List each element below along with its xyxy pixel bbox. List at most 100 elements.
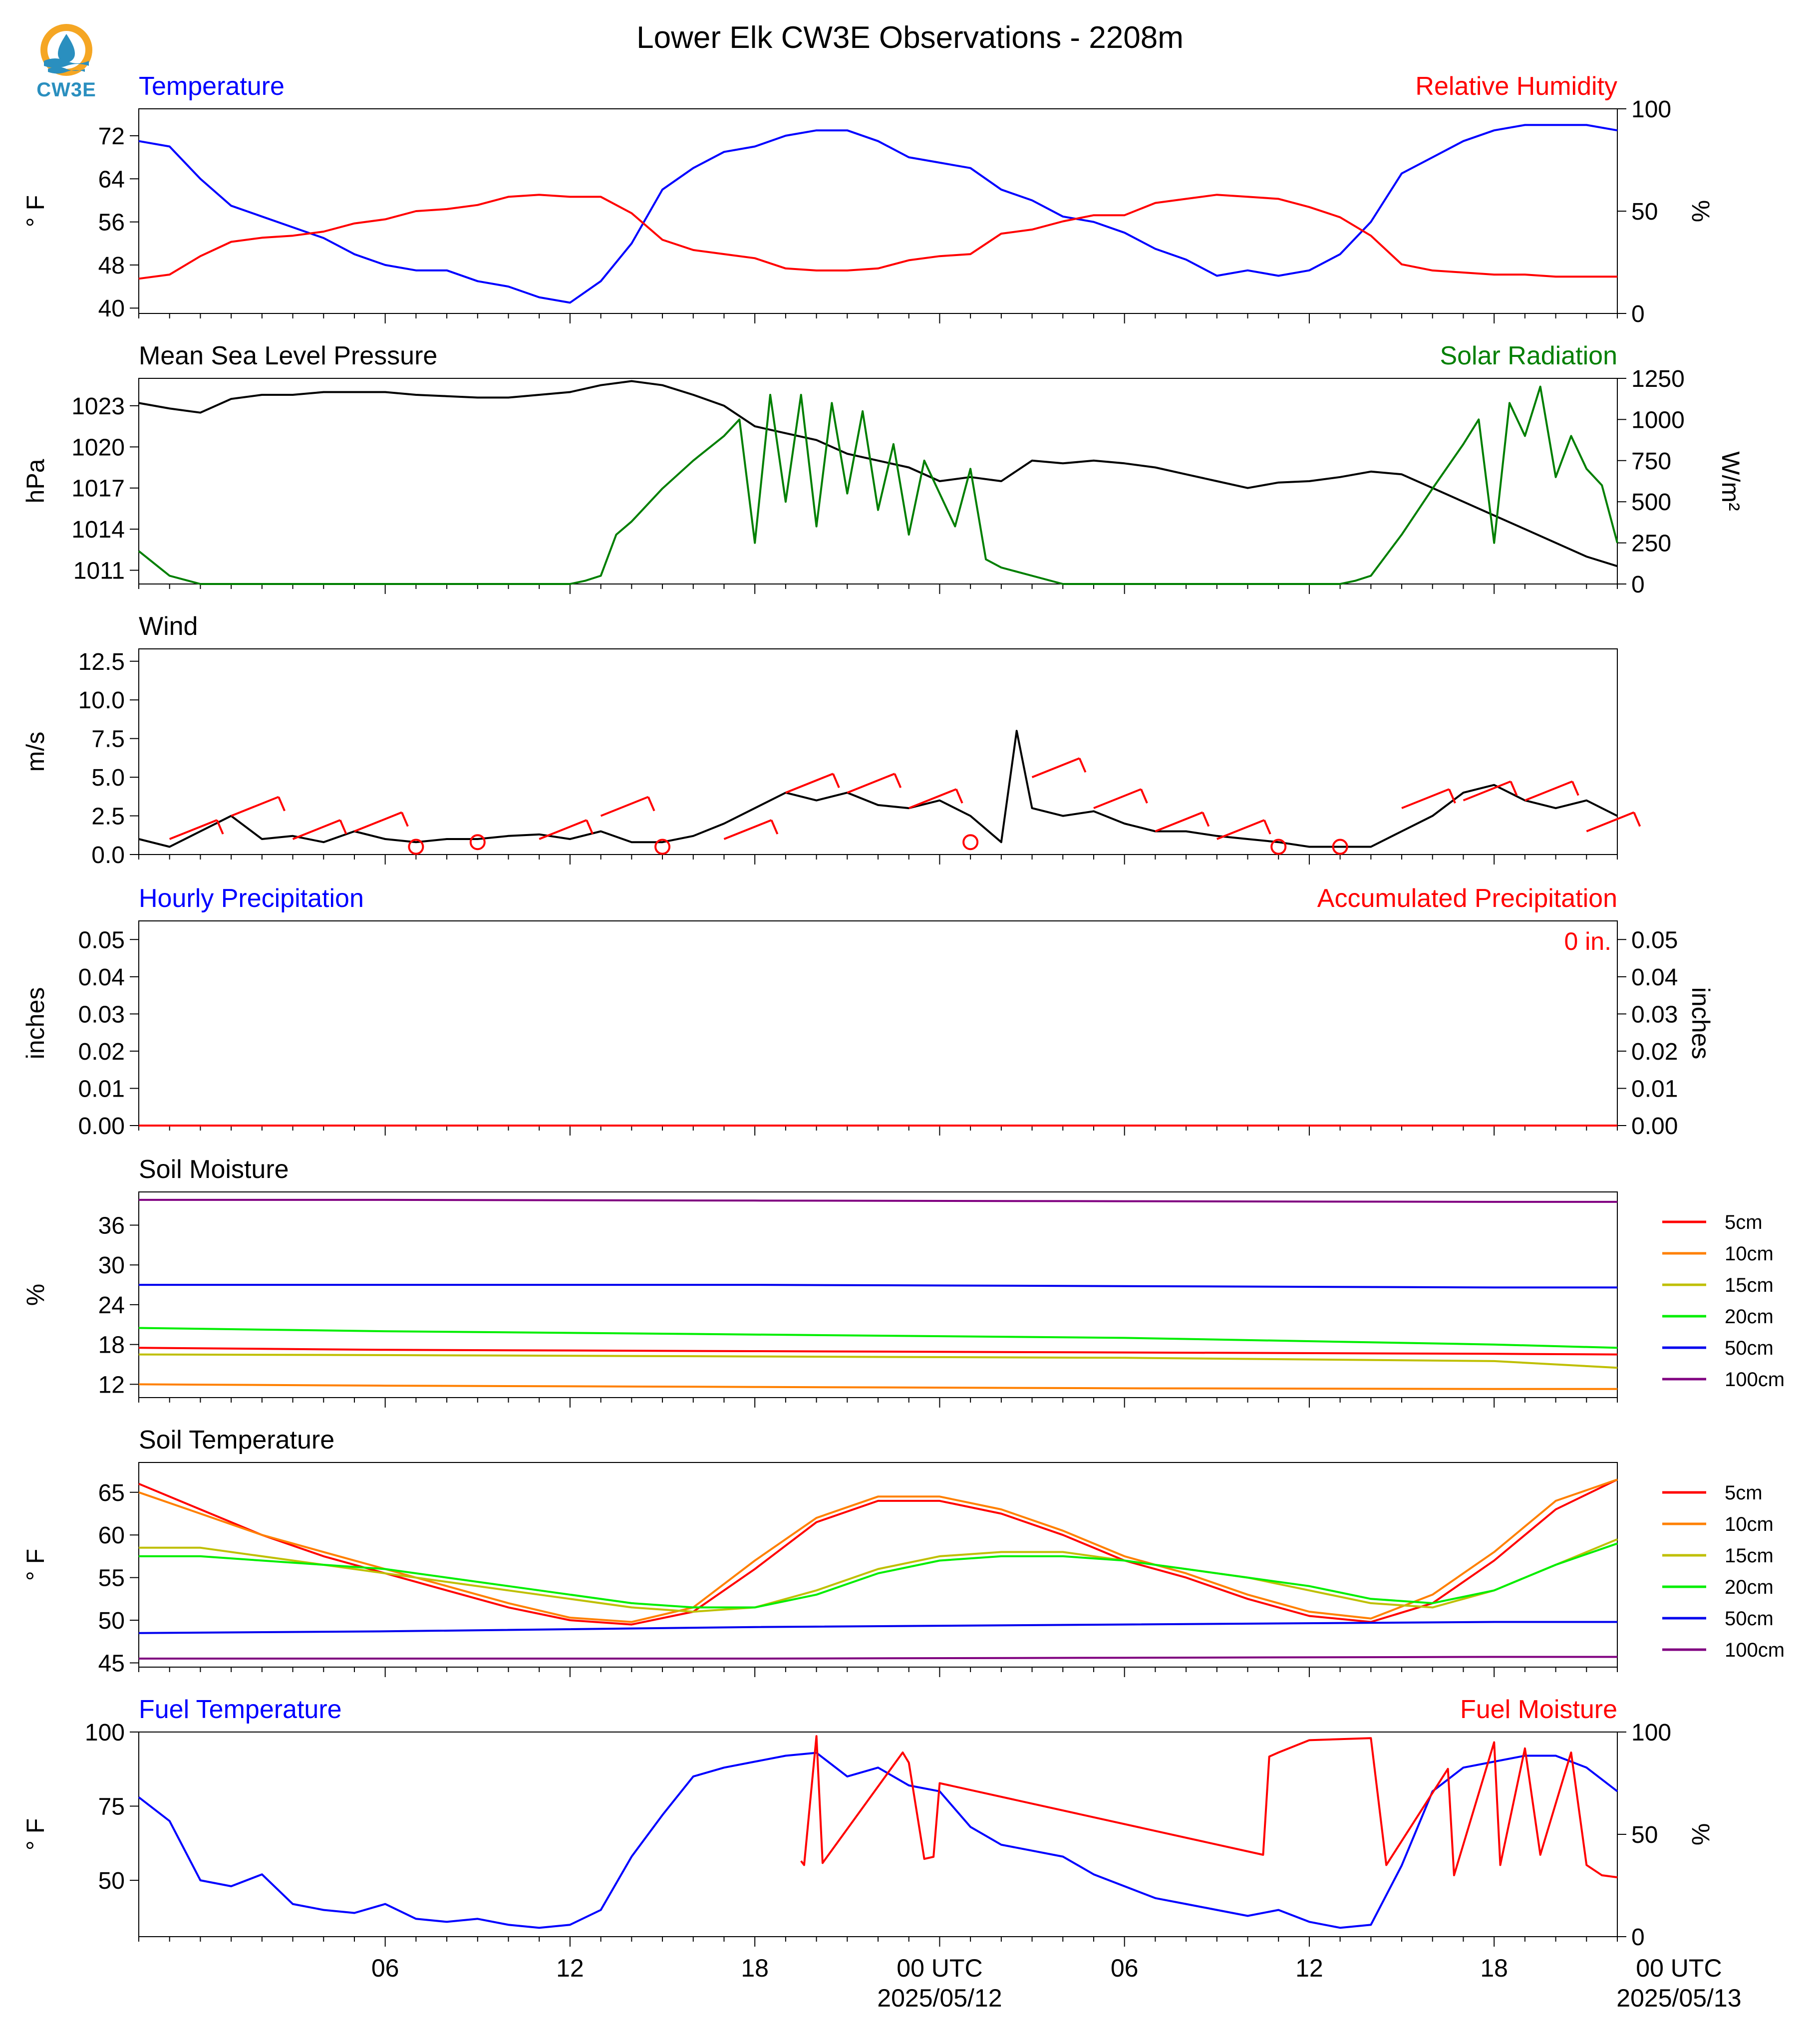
x-tick-label: 18 (741, 1954, 769, 1982)
wind-barb (408, 839, 424, 855)
y-tick-label: 60 (98, 1522, 125, 1549)
legend: 5cm 10cm 15cm 20cm 50cm 100cm (1662, 1482, 1785, 1661)
y2-tick-label: 100 (1631, 1720, 1671, 1746)
series-wind (138, 730, 1618, 848)
legend-label: 5cm (1725, 1211, 1763, 1233)
x-tick-label: 12 (556, 1954, 584, 1982)
wind-barb (723, 819, 779, 840)
legend-label: 100cm (1725, 1369, 1785, 1391)
legend-label: 20cm (1725, 1576, 1774, 1598)
y-tick-label: 12 (98, 1372, 125, 1398)
y2-axis-label: inches (1687, 987, 1715, 1060)
legend-label: 50cm (1725, 1608, 1774, 1630)
wind-barb (908, 788, 963, 809)
series-50cm (138, 1621, 1617, 1634)
wind-barb (1155, 811, 1210, 833)
series-10cm (138, 1383, 1617, 1390)
series-5cm (138, 1347, 1618, 1356)
y2-tick-label: 50 (1631, 1822, 1658, 1848)
x-tick-label: 06 (371, 1954, 399, 1982)
wind-barb (785, 773, 840, 794)
plot-frame (138, 108, 1618, 314)
legend-label: 10cm (1725, 1243, 1774, 1265)
legend-label: 20cm (1725, 1306, 1774, 1328)
panel-title-left: Soil Temperature (139, 1426, 334, 1454)
y-tick-label: 36 (98, 1212, 125, 1239)
legend-label: 15cm (1725, 1274, 1774, 1296)
y2-tick-label: 50 (1631, 199, 1658, 225)
wind-barb (1586, 811, 1641, 833)
y2-tick-label: 0 (1631, 1924, 1645, 1951)
plot-frame (138, 648, 1618, 855)
y-axis-label: ° F (21, 1549, 49, 1581)
y2-tick-label: 0.04 (1631, 964, 1678, 991)
series-relative-humidity (138, 194, 1617, 280)
cw3e-logo-icon (40, 24, 92, 76)
wind-barb (292, 819, 347, 840)
legend-label: 5cm (1725, 1482, 1763, 1504)
y-tick-label: 1011 (73, 558, 125, 584)
y-tick-label: 100 (85, 1720, 125, 1746)
y-axis-label: % (21, 1284, 49, 1306)
y-tick-label: 1020 (71, 434, 125, 461)
y-tick-label: 50 (98, 1608, 125, 1634)
y-tick-label: 2.5 (91, 804, 125, 830)
y2-tick-label: 1250 (1631, 366, 1685, 392)
y-tick-label: 0.0 (91, 842, 125, 869)
series-100cm (139, 1198, 1617, 1203)
y2-tick-label: 0 (1631, 572, 1645, 598)
series-20cm (139, 1542, 1618, 1609)
y-tick-label: 75 (98, 1794, 125, 1820)
y-axis-label: inches (21, 987, 49, 1060)
wind-barb (231, 796, 286, 817)
wind-barb (847, 773, 902, 794)
panel-title-right: Accumulated Precipitation (1317, 884, 1617, 913)
y2-tick-label: 0.03 (1631, 1001, 1678, 1028)
y2-tick-label: 500 (1631, 489, 1671, 516)
series-mean-sea-level-pressure (138, 380, 1618, 568)
y-axis-label: ° F (21, 1818, 49, 1850)
series-5cm (138, 1478, 1618, 1626)
y-tick-label: 48 (98, 253, 125, 279)
x-date-label: 2025/05/13 (1616, 1984, 1741, 2012)
y-tick-label: 0.05 (78, 927, 125, 953)
y-tick-label: 56 (98, 210, 125, 236)
x-tick-label: 12 (1295, 1954, 1323, 1982)
panel-soil_moisture: Soil Moisture1218243036%5cm10cm15cm20cm5… (21, 1155, 1785, 1408)
y-tick-label: 5.0 (91, 765, 125, 791)
panel-wind: Wind 0.0 2.5 5.0 7.5 10.0 12.5 m/s (21, 612, 1641, 869)
y2-tick-label: 750 (1631, 448, 1671, 475)
y2-axis-label: % (1687, 1823, 1715, 1845)
y-tick-label: 0.03 (78, 1001, 125, 1028)
y-tick-label: 7.5 (91, 726, 125, 753)
y-tick-label: 55 (98, 1565, 125, 1592)
series-fuel-moisture (800, 1735, 1618, 1879)
wind-barb (1401, 788, 1456, 809)
wind-barb (1270, 839, 1287, 855)
wind-barb (1031, 757, 1087, 778)
x-date-label: 2025/05/12 (877, 1984, 1002, 2012)
wind-barb (469, 834, 486, 851)
y-axis-label: m/s (21, 732, 49, 772)
plot-frame (138, 378, 1618, 584)
legend-label: 50cm (1725, 1337, 1774, 1359)
y-tick-label: 64 (98, 166, 125, 193)
legend-label: 10cm (1725, 1513, 1774, 1535)
y-tick-label: 1023 (71, 393, 125, 420)
wind-barb (654, 839, 671, 855)
wind-barb (1524, 780, 1579, 802)
plot-frame (138, 920, 1618, 1126)
panel-title-right: Relative Humidity (1415, 72, 1617, 101)
wind-barb (1332, 839, 1348, 855)
panel-title-left: Soil Moisture (139, 1155, 289, 1184)
legend: 5cm 10cm 15cm 20cm 50cm 100cm (1662, 1211, 1785, 1391)
plot-frame (138, 1191, 1618, 1398)
y-tick-label: 30 (98, 1252, 125, 1279)
y-tick-label: 45 (98, 1650, 125, 1677)
series-20cm (138, 1327, 1618, 1349)
y2-axis-label: W/m² (1717, 451, 1745, 511)
x-tick-label: 00 UTC (897, 1954, 982, 1982)
panel-title-left: Fuel Temperature (139, 1695, 342, 1724)
y-tick-label: 18 (98, 1332, 125, 1359)
